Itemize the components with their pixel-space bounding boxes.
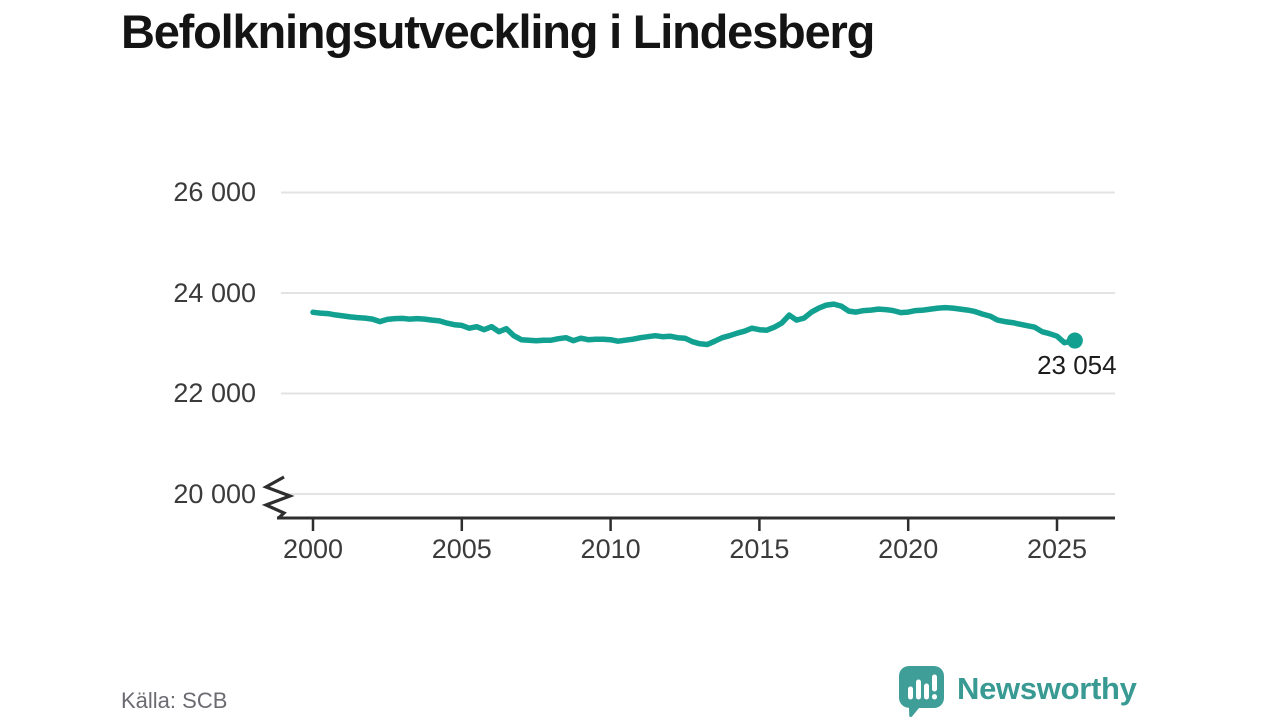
newsworthy-logo: Newsworthy xyxy=(897,665,1137,718)
population-line xyxy=(310,301,1078,348)
newsworthy-wordmark: Newsworthy xyxy=(957,671,1137,706)
newsworthy-speech-bubble-chart-icon xyxy=(897,665,946,718)
source-attribution: Källa: SCB xyxy=(121,688,228,713)
page-title: Befolkningsutveckling i Lindesberg xyxy=(121,5,875,58)
line-end-dot xyxy=(1066,332,1083,349)
axis-break-icon xyxy=(261,475,295,520)
last-value-label: 23 054 xyxy=(1037,350,1117,380)
